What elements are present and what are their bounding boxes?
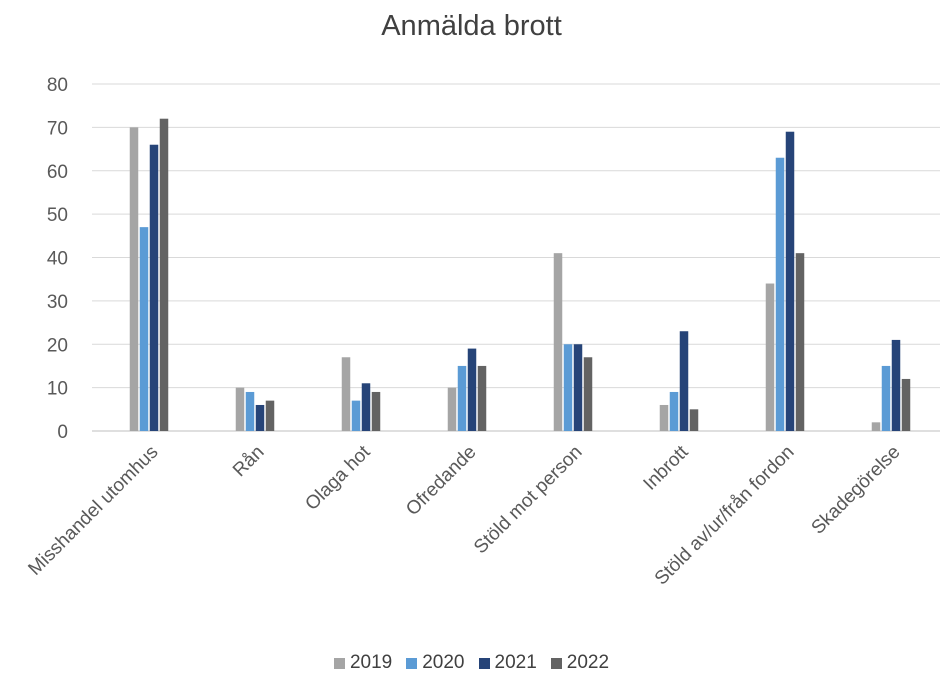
bar-2021-2 — [361, 383, 371, 431]
x-axis-labels: Misshandel utomhus Rån Olaga hot OfredandeS… — [24, 441, 904, 589]
bar-2020-2 — [351, 400, 361, 431]
bars — [129, 118, 911, 432]
y-tick-label: 0 — [57, 422, 68, 443]
legend-item-2022: 2022 — [550, 652, 610, 674]
bar-2020-5 — [669, 391, 679, 431]
bar-2021-0 — [149, 144, 159, 431]
legend-item-2019: 2019 — [333, 652, 393, 674]
bar-2021-3 — [467, 348, 477, 431]
bar-2020-0 — [139, 227, 149, 431]
y-tick-label: 20 — [47, 335, 68, 356]
y-tick-label: 40 — [47, 249, 68, 270]
legend-item-2020: 2020 — [406, 652, 465, 674]
legend: 2019 2020 2021 2022 — [0, 652, 943, 674]
legend-swatch — [406, 657, 418, 669]
bar-2022-2 — [371, 391, 381, 431]
bar-2021-6 — [785, 131, 795, 431]
bar-2019-5 — [659, 404, 669, 431]
bar-2019-4 — [553, 253, 563, 431]
legend-label: 2022 — [566, 652, 610, 673]
bar-2019-1 — [235, 387, 245, 431]
bar-2022-5 — [689, 409, 699, 431]
x-category-label: Skadegörelse — [808, 442, 905, 539]
chart-title: Anmälda brott — [381, 10, 562, 42]
y-tick-label: 80 — [47, 75, 68, 96]
x-category-label: Olaga hot — [301, 441, 375, 515]
bar-2021-7 — [891, 339, 901, 431]
legend-label: 2021 — [494, 652, 537, 673]
bar-2020-4 — [563, 344, 573, 431]
bar-2019-7 — [871, 422, 881, 431]
legend-swatch — [550, 657, 562, 669]
gridlines — [92, 83, 940, 432]
y-tick-label: 10 — [47, 379, 68, 400]
x-category-label: Misshandel utomhus — [24, 442, 162, 580]
x-category-label: Rån — [229, 442, 268, 481]
bar-2019-6 — [765, 283, 775, 431]
y-tick-label: 30 — [47, 292, 68, 313]
bar-2022-4 — [583, 357, 593, 431]
bar-2022-7 — [901, 378, 911, 431]
legend-label: 2020 — [422, 652, 465, 673]
bar-2020-6 — [775, 157, 785, 432]
x-category-label: Ofredande — [402, 442, 480, 520]
bar-2022-0 — [159, 118, 169, 431]
legend-item-2021: 2021 — [478, 652, 537, 674]
bar-2019-3 — [447, 387, 457, 431]
bar-2019-0 — [129, 127, 139, 431]
bar-2022-1 — [265, 400, 275, 431]
bar-2020-1 — [245, 391, 255, 431]
bar-2020-7 — [881, 365, 891, 431]
bar-2022-6 — [795, 253, 805, 431]
bar-2020-3 — [457, 365, 467, 431]
y-tick-label: 70 — [47, 118, 68, 139]
y-tick-label: 60 — [47, 162, 68, 183]
bar-2022-3 — [477, 365, 487, 431]
y-tick-label: 50 — [47, 205, 68, 226]
legend-swatch — [478, 657, 490, 669]
x-category-label: Stöld mot person — [470, 442, 586, 558]
bar-2019-2 — [341, 357, 351, 431]
bar-2021-4 — [573, 344, 583, 431]
bar-chart: 0 10 20 30 40 50 60 70 80 Misshandel utomhus Rån O… — [24, 75, 940, 589]
legend-label: 2019 — [349, 652, 393, 673]
x-category-label: Inbrott — [640, 441, 693, 494]
bar-2021-5 — [679, 331, 689, 431]
legend-swatch — [333, 657, 345, 669]
y-axis-ticks: 0 10 20 30 40 50 60 70 80 — [47, 75, 68, 443]
bar-2021-1 — [255, 404, 265, 431]
